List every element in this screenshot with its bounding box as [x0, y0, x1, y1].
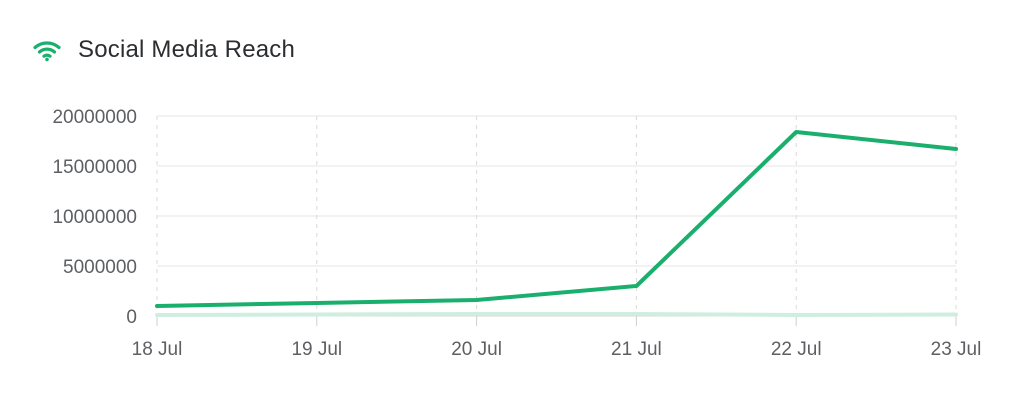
chart-header: Social Media Reach: [32, 38, 295, 62]
y-tick-label: 0: [126, 307, 137, 328]
series-line-secondary: [155, 312, 958, 317]
y-tick-label: 10000000: [52, 207, 137, 228]
y-tick-label: 5000000: [63, 257, 137, 278]
x-tick-label: 23 Jul: [931, 339, 982, 360]
y-tick-label: 15000000: [52, 157, 137, 178]
x-tick-label: 18 Jul: [132, 339, 183, 360]
x-tick-label: 21 Jul: [611, 339, 662, 360]
x-tick-label: 19 Jul: [291, 339, 342, 360]
x-tick-label: 20 Jul: [451, 339, 502, 360]
grid-lines: [156, 115, 957, 316]
x-tick-label: 22 Jul: [771, 339, 822, 360]
chart-title: Social Media Reach: [78, 36, 296, 63]
wifi-icon: [33, 41, 61, 62]
y-tick-label: 20000000: [52, 107, 137, 128]
series-line-primary: [155, 130, 958, 308]
